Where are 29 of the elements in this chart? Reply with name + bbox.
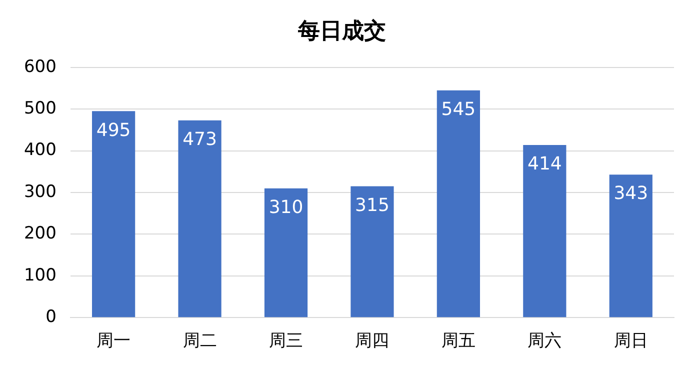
data-label: 495 bbox=[96, 120, 131, 141]
data-label: 315 bbox=[355, 194, 390, 216]
x-tick-label: 周二 bbox=[182, 331, 217, 352]
x-tick-label: 周日 bbox=[614, 331, 648, 352]
x-tick-label: 周四 bbox=[355, 331, 390, 352]
x-tick-label: 周五 bbox=[441, 331, 476, 352]
bar bbox=[523, 144, 566, 318]
x-tick-label: 周三 bbox=[269, 331, 303, 352]
y-tick-label: 600 bbox=[24, 56, 56, 77]
bar bbox=[609, 174, 652, 318]
data-label: 343 bbox=[614, 183, 648, 204]
y-tick-label: 300 bbox=[24, 182, 56, 202]
y-tick-label: 0 bbox=[46, 307, 56, 328]
x-tick-label: 周六 bbox=[528, 331, 562, 352]
bar bbox=[178, 120, 222, 318]
bar bbox=[92, 111, 136, 318]
data-label: 473 bbox=[182, 129, 217, 150]
y-tick-label: 200 bbox=[24, 224, 56, 244]
bar bbox=[350, 186, 394, 318]
bar bbox=[436, 90, 480, 318]
bar bbox=[264, 188, 308, 318]
y-tick-label: 100 bbox=[24, 265, 56, 286]
data-label: 414 bbox=[527, 154, 562, 175]
data-label: 310 bbox=[268, 197, 304, 218]
x-tick-label: 周一 bbox=[96, 331, 131, 352]
data-label: 545 bbox=[441, 99, 476, 120]
y-tick-label: 500 bbox=[24, 98, 56, 119]
y-tick-label: 400 bbox=[24, 140, 56, 160]
chart-title: 每日成交 bbox=[297, 18, 386, 44]
